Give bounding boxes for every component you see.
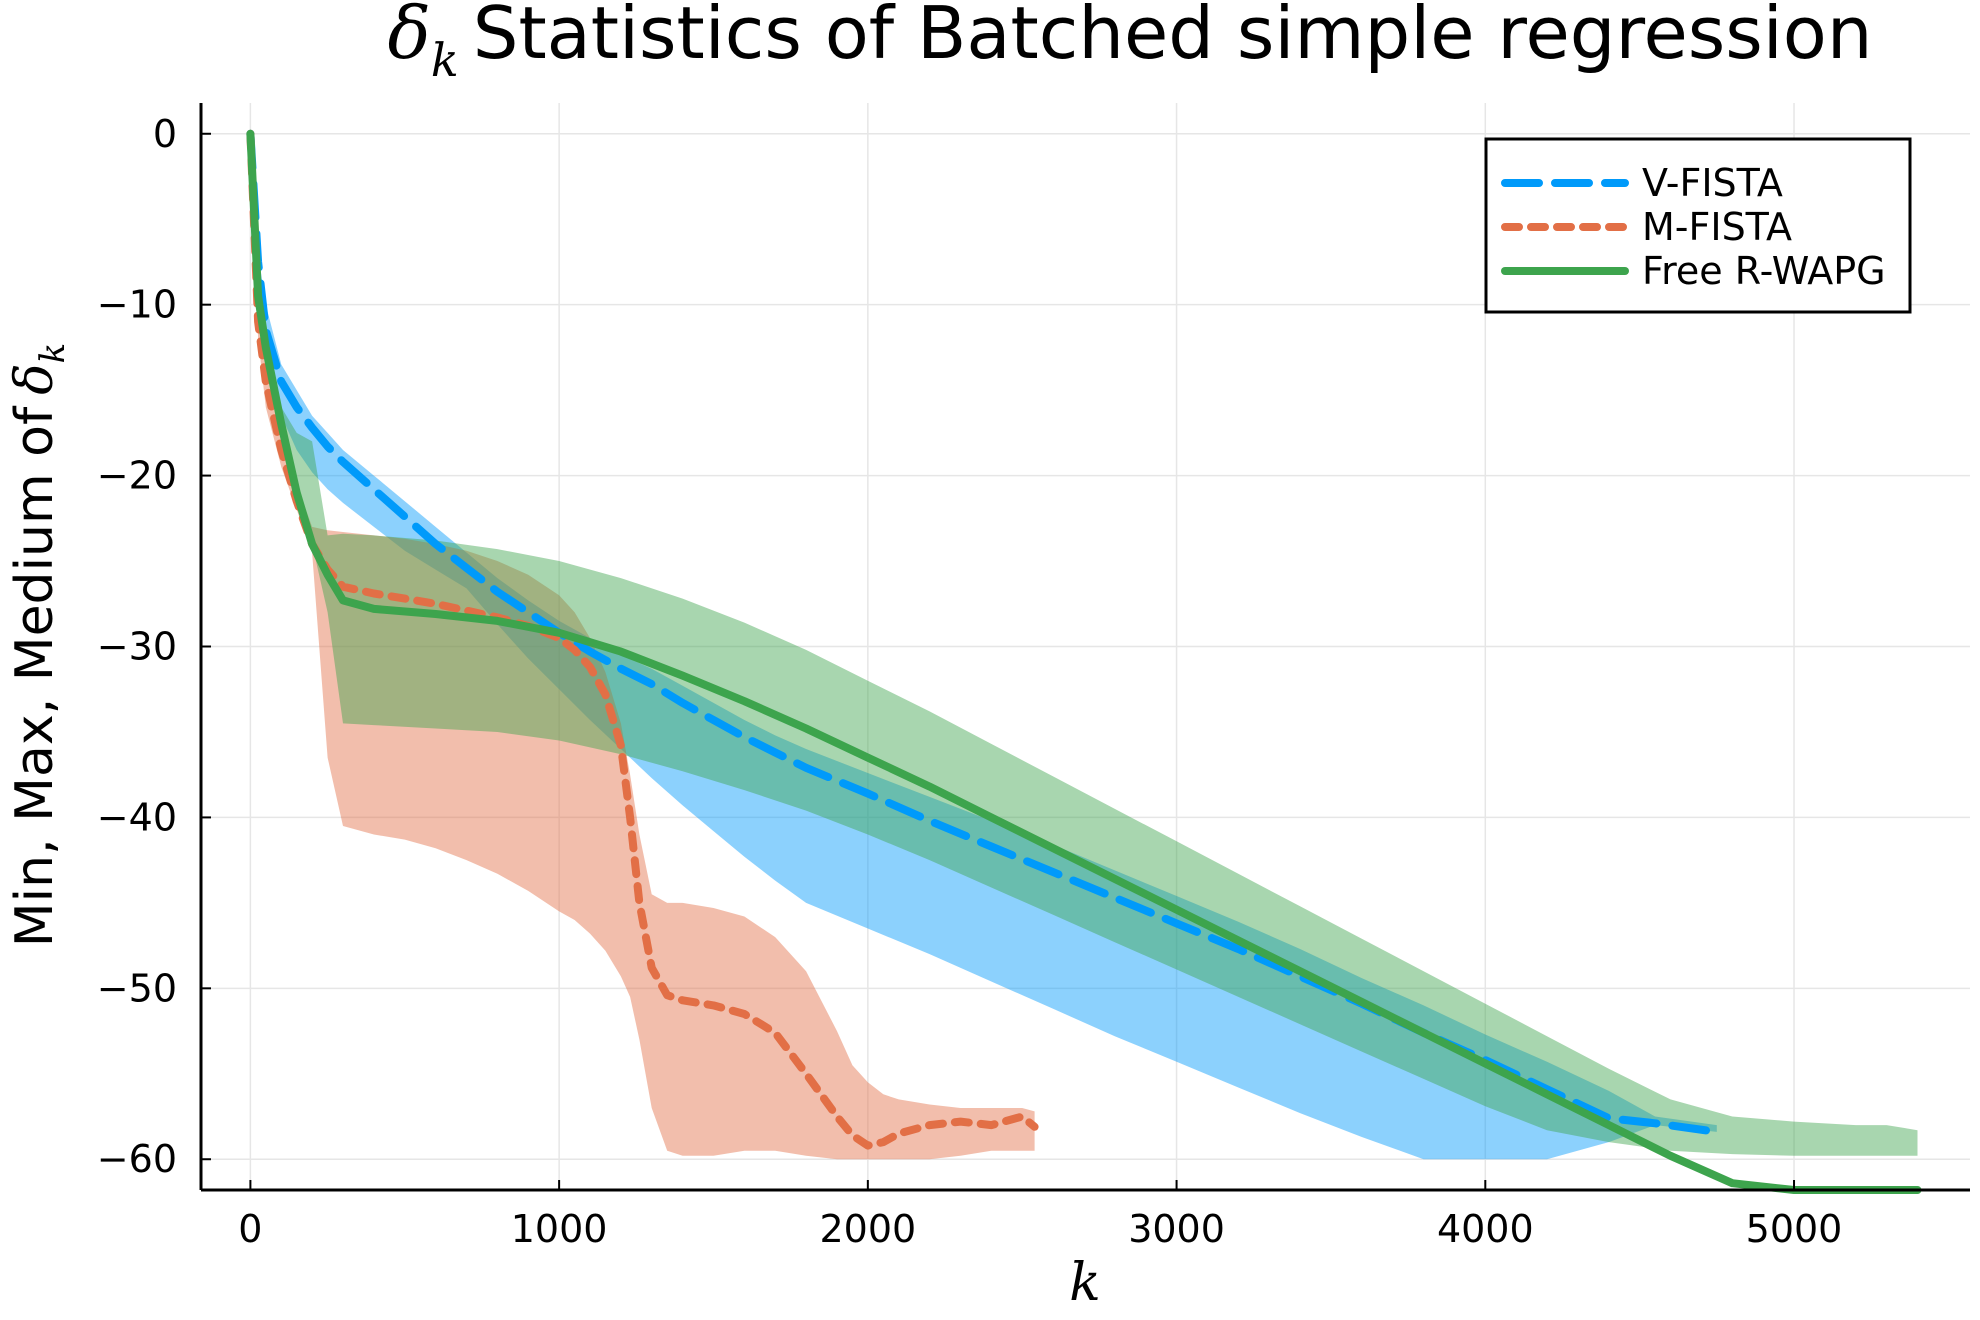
y-tick-label: −10 xyxy=(97,283,177,327)
y-axis-label: Min, Max, Medium of δk xyxy=(5,343,73,947)
x-tick-label: 3000 xyxy=(1128,1207,1225,1251)
band-v-fista xyxy=(250,133,1717,1160)
x-axis-label: k xyxy=(1069,1253,1101,1313)
x-ticks: 0 1000 2000 3000 4000 5000 xyxy=(238,1180,1842,1251)
legend-label-free-r-wapg: Free R-WAPG xyxy=(1642,249,1886,293)
y-axis-label-subscript: k xyxy=(33,343,73,364)
title-text-group: δk Statistics of Batched simple regressio… xyxy=(388,0,1873,87)
x-tick-label: 4000 xyxy=(1437,1207,1534,1251)
line-free-r-wapg xyxy=(246,129,1922,1194)
title-text: Statistics of Batched simple regression xyxy=(473,0,1873,75)
chart-title: δk Statistics of Batched simple regressio… xyxy=(388,0,1873,87)
y-tick-label: −30 xyxy=(97,625,177,669)
x-tick-label: 5000 xyxy=(1746,1207,1843,1251)
y-tick-label: −60 xyxy=(97,1137,177,1181)
legend-label-v-fista: V-FISTA xyxy=(1642,161,1783,205)
y-tick-label: −20 xyxy=(97,454,177,498)
legend-label-m-fista: M-FISTA xyxy=(1642,205,1792,249)
x-tick-label: 2000 xyxy=(819,1207,916,1251)
title-symbol: δ xyxy=(388,0,431,75)
y-ticks: 0 −10 −20 −30 −40 −50 −60 xyxy=(97,112,211,1181)
x-tick-label: 0 xyxy=(238,1207,262,1251)
band-m-fista xyxy=(250,133,1035,1160)
x-axis-label-text: k xyxy=(1069,1253,1101,1313)
y-tick-label: −50 xyxy=(97,966,177,1010)
y-axis-label-text-group: Min, Max, Medium of δk xyxy=(5,343,73,947)
x-tick-label: 1000 xyxy=(511,1207,608,1251)
series-lines xyxy=(246,129,1922,1194)
y-axis-label-text: Min, Max, Medium of xyxy=(5,405,65,947)
y-axis-label-symbol: δ xyxy=(5,363,65,394)
y-tick-label: −40 xyxy=(97,795,177,839)
y-tick-label: 0 xyxy=(153,112,177,156)
title-subscript: k xyxy=(431,33,459,87)
